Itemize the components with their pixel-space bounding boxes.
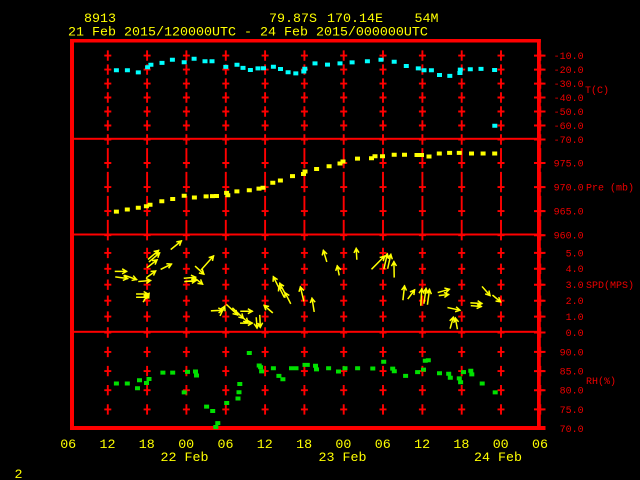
svg-text:2.0: 2.0 (566, 297, 584, 308)
svg-text:06: 06 (60, 438, 76, 453)
svg-text:-30.0: -30.0 (554, 80, 584, 91)
svg-text:Pre (mb): Pre (mb) (586, 183, 634, 195)
svg-text:75.0: 75.0 (560, 406, 584, 417)
svg-text:21 Feb 2015/120000UTC - 24 Feb: 21 Feb 2015/120000UTC - 24 Feb 2015/0000… (68, 26, 428, 41)
svg-text:SPD(MPS): SPD(MPS) (586, 280, 634, 292)
svg-text:970.0: 970.0 (554, 184, 584, 195)
svg-text:12: 12 (100, 438, 116, 453)
svg-text:23 Feb: 23 Feb (319, 451, 367, 466)
svg-text:22 Feb: 22 Feb (161, 451, 209, 466)
svg-text:960.0: 960.0 (554, 232, 584, 243)
svg-text:8913: 8913 (84, 12, 116, 27)
svg-text:00: 00 (178, 438, 194, 453)
svg-text:T(C): T(C) (585, 85, 609, 97)
svg-text:0.0: 0.0 (566, 329, 584, 340)
svg-text:79.87S: 79.87S (269, 12, 317, 27)
svg-text:70.0: 70.0 (560, 425, 584, 436)
svg-text:18: 18 (453, 438, 469, 453)
svg-text:3.0: 3.0 (566, 281, 584, 292)
svg-text:2: 2 (15, 468, 23, 480)
svg-text:12: 12 (414, 438, 430, 453)
svg-text:170.14E: 170.14E (327, 12, 383, 27)
svg-text:5.0: 5.0 (566, 249, 584, 260)
svg-text:965.0: 965.0 (554, 208, 584, 219)
svg-text:18: 18 (296, 438, 312, 453)
svg-text:06: 06 (218, 438, 234, 453)
svg-text:06: 06 (532, 438, 548, 453)
svg-text:-40.0: -40.0 (554, 94, 584, 105)
svg-text:90.0: 90.0 (560, 348, 584, 359)
svg-text:00: 00 (493, 438, 509, 453)
svg-text:975.0: 975.0 (554, 159, 584, 170)
svg-text:RH(%): RH(%) (586, 376, 616, 388)
svg-text:24 Feb: 24 Feb (474, 451, 522, 466)
svg-text:-10.0: -10.0 (554, 52, 584, 63)
svg-text:06: 06 (375, 438, 391, 453)
svg-text:54M: 54M (415, 12, 439, 27)
svg-text:1.0: 1.0 (566, 313, 584, 324)
svg-text:12: 12 (257, 438, 273, 453)
svg-text:-20.0: -20.0 (554, 66, 584, 77)
svg-text:4.0: 4.0 (566, 265, 584, 276)
svg-text:80.0: 80.0 (560, 387, 584, 398)
svg-text:-50.0: -50.0 (554, 108, 584, 119)
svg-text:85.0: 85.0 (560, 368, 584, 379)
svg-text:18: 18 (139, 438, 155, 453)
svg-text:-70.0: -70.0 (554, 136, 584, 147)
svg-text:00: 00 (335, 438, 351, 453)
svg-text:-60.0: -60.0 (554, 122, 584, 133)
